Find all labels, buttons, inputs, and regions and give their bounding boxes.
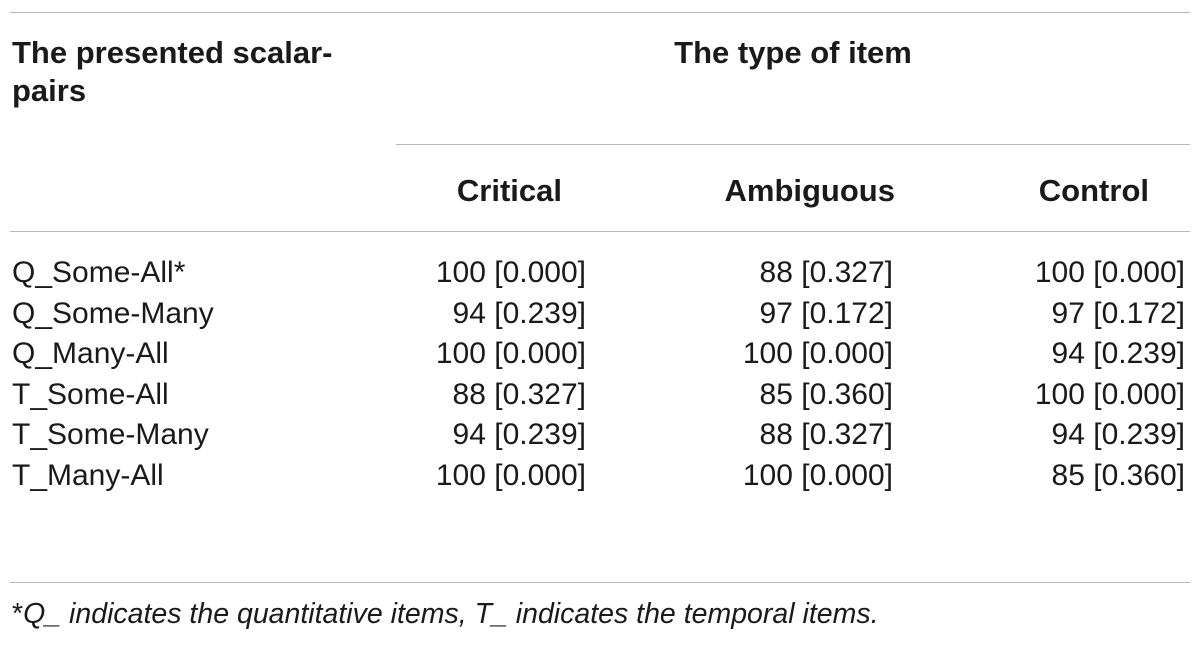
table-row: Q_Some-Many 94 [0.239] 97 [0.172] 97 [0.… [10, 287, 1190, 342]
table-row: Q_Some-All* 100 [0.000] 88 [0.327] 100 [… [10, 246, 1190, 301]
cell-critical: 88 [0.327] [452, 377, 586, 411]
row-label: Q_Many-All [12, 337, 169, 370]
cell-critical: 100 [0.000] [435, 256, 586, 289]
column-header-critical: Critical [456, 173, 562, 208]
header-bottom-rule [10, 231, 1190, 232]
stub-header: The presented scalar-pairs [12, 35, 333, 108]
row-label: T_Some-All [12, 377, 169, 411]
cell-ambiguous: 85 [0.360] [759, 377, 893, 411]
row-label: Q_Some-Many [12, 296, 214, 330]
row-label: T_Many-All [12, 458, 164, 492]
footnote-text: Q_ indicates the quantitative items, T_ … [23, 598, 879, 630]
cell-critical: 100 [0.000] [435, 337, 586, 370]
cell-control: 94 [0.239] [1051, 418, 1185, 451]
cell-ambiguous: 97 [0.172] [759, 296, 893, 330]
row-label: T_Some-Many [12, 418, 209, 451]
cell-critical: 94 [0.239] [452, 296, 586, 330]
cell-control: 100 [0.000] [1034, 377, 1185, 411]
table-bottom-rule [10, 582, 1190, 583]
table-top-rule [10, 12, 1190, 13]
table-footnote: *Q_ indicates the quantitative items, T_… [12, 594, 879, 634]
table-body: Q_Some-All* 100 [0.000] 88 [0.327] 100 [… [10, 246, 1190, 503]
row-label: Q_Some-All* [12, 256, 186, 289]
cell-ambiguous: 88 [0.327] [759, 256, 893, 289]
cell-control: 97 [0.172] [1051, 296, 1185, 330]
table-row: T_Some-All 88 [0.327] 85 [0.360] 100 [0.… [10, 368, 1190, 423]
cell-control: 85 [0.360] [1051, 458, 1185, 492]
table-row: T_Some-Many 94 [0.239] 88 [0.327] 94 [0.… [10, 408, 1190, 463]
table-row: T_Many-All 100 [0.000] 100 [0.000] 85 [0… [10, 449, 1190, 504]
cell-control: 94 [0.239] [1051, 337, 1185, 370]
cell-ambiguous: 100 [0.000] [742, 337, 893, 370]
table-row: Q_Many-All 100 [0.000] 100 [0.000] 94 [0… [10, 327, 1190, 382]
column-header-control: Control [1038, 173, 1149, 208]
cell-control: 100 [0.000] [1034, 256, 1185, 289]
cell-critical: 94 [0.239] [452, 418, 586, 451]
cell-ambiguous: 88 [0.327] [759, 418, 893, 451]
group-header: The type of item [674, 35, 912, 70]
group-header-rule [396, 144, 1190, 145]
footnote-marker: * [12, 598, 24, 630]
cell-critical: 100 [0.000] [435, 458, 586, 492]
column-header-ambiguous: Ambiguous [724, 173, 896, 208]
cell-ambiguous: 100 [0.000] [742, 458, 893, 492]
